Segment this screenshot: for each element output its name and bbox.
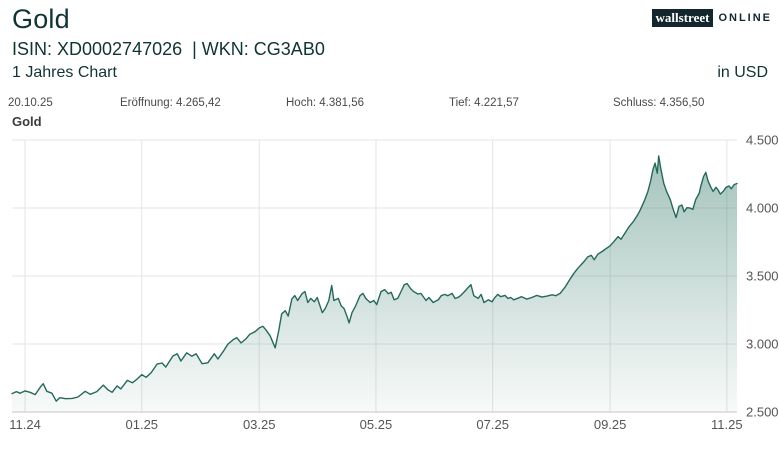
y-tick-label: 4.000 <box>746 201 779 216</box>
period-label: 1 Jahres Chart <box>12 64 117 81</box>
chart-area <box>12 156 737 412</box>
chart-line <box>11 155 738 402</box>
x-tick-label: 07.25 <box>476 417 509 432</box>
y-tick-label: 3.500 <box>746 269 779 284</box>
stat-open: Eröffnung: 4.265,42 <box>120 97 221 109</box>
x-tick-label: 03.25 <box>243 417 276 432</box>
y-tick-label: 4.500 <box>746 133 779 148</box>
wallstreet-online-logo[interactable]: wallstreet ONLINE <box>651 9 772 27</box>
x-tick-label: 05.25 <box>360 417 393 432</box>
stat-low: Tief: 4.221,57 <box>449 97 519 109</box>
page-title: Gold <box>12 4 70 34</box>
x-tick-label: 11.24 <box>9 417 41 432</box>
stat-high: Hoch: 4.381,56 <box>286 97 365 109</box>
chart-series-label: Gold <box>12 114 42 129</box>
isin-wkn-line: ISIN: XD0002747026 | WKN: CG3AB0 <box>12 39 325 59</box>
stat-date: 20.10.25 <box>8 97 53 109</box>
x-tick-label: 01.25 <box>126 417 159 432</box>
logo-wallstreet: wallstreet <box>651 9 714 27</box>
x-tick-label: 11.25 <box>711 417 743 432</box>
stat-close: Schluss: 4.356,50 <box>613 97 705 109</box>
y-tick-label: 3.000 <box>746 337 779 352</box>
x-tick-label: 09.25 <box>594 417 627 432</box>
logo-online: ONLINE <box>718 12 772 24</box>
y-tick-label: 2.500 <box>746 405 779 420</box>
currency-label: in USD <box>717 64 768 81</box>
